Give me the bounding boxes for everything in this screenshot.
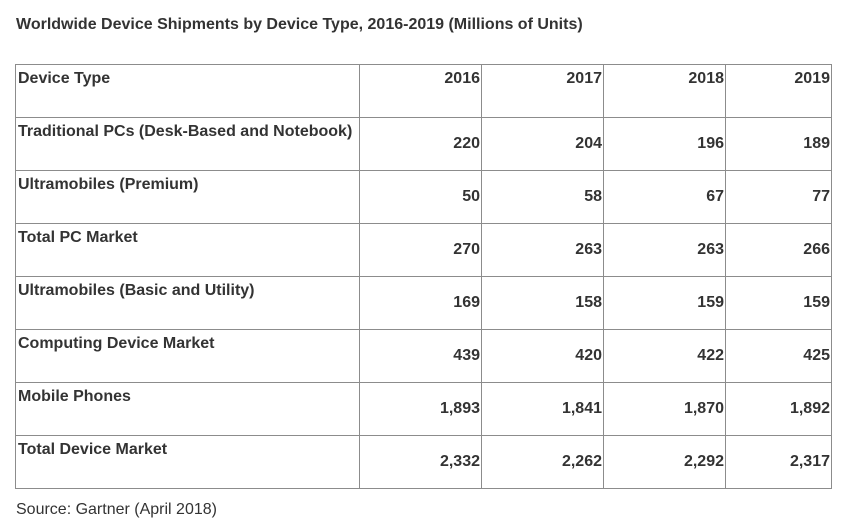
table-cell: 1,893 bbox=[359, 382, 482, 436]
table-row: Total Device Market 2,332 2,262 2,292 2,… bbox=[15, 435, 832, 489]
table-cell: 159 bbox=[603, 276, 726, 330]
table-cell: 204 bbox=[481, 117, 604, 171]
header-year: 2018 bbox=[603, 64, 726, 118]
row-label: Computing Device Market bbox=[15, 329, 360, 383]
table-cell: 169 bbox=[359, 276, 482, 330]
header-year: 2016 bbox=[359, 64, 482, 118]
row-label: Total PC Market bbox=[15, 223, 360, 277]
table-cell: 420 bbox=[481, 329, 604, 383]
table-cell: 270 bbox=[359, 223, 482, 277]
table-row: Computing Device Market 439 420 422 425 bbox=[15, 329, 832, 383]
header-year: 2017 bbox=[481, 64, 604, 118]
source-note: Source: Gartner (April 2018) bbox=[16, 501, 217, 518]
table-cell: 266 bbox=[725, 223, 832, 277]
table-cell: 263 bbox=[603, 223, 726, 277]
row-label: Ultramobiles (Basic and Utility) bbox=[15, 276, 360, 330]
table-cell: 189 bbox=[725, 117, 832, 171]
table-cell: 2,292 bbox=[603, 435, 726, 489]
table-row: Ultramobiles (Premium) 50 58 67 77 bbox=[15, 170, 832, 224]
table-header-row: Device Type 2016 2017 2018 2019 bbox=[15, 64, 832, 118]
header-device-type: Device Type bbox=[15, 64, 360, 118]
table-cell: 58 bbox=[481, 170, 604, 224]
table-cell: 2,262 bbox=[481, 435, 604, 489]
table-cell: 439 bbox=[359, 329, 482, 383]
table-cell: 2,317 bbox=[725, 435, 832, 489]
table-cell: 196 bbox=[603, 117, 726, 171]
table-cell: 1,892 bbox=[725, 382, 832, 436]
table-cell: 2,332 bbox=[359, 435, 482, 489]
table-cell: 158 bbox=[481, 276, 604, 330]
table-cell: 67 bbox=[603, 170, 726, 224]
table-title: Worldwide Device Shipments by Device Typ… bbox=[16, 16, 583, 33]
table-cell: 159 bbox=[725, 276, 832, 330]
table-cell: 422 bbox=[603, 329, 726, 383]
table-cell: 263 bbox=[481, 223, 604, 277]
shipments-table: Device Type 2016 2017 2018 2019 Traditio… bbox=[15, 64, 832, 489]
table-row: Total PC Market 270 263 263 266 bbox=[15, 223, 832, 277]
row-label: Total Device Market bbox=[15, 435, 360, 489]
header-year: 2019 bbox=[725, 64, 832, 118]
table-cell: 1,870 bbox=[603, 382, 726, 436]
table-row: Ultramobiles (Basic and Utility) 169 158… bbox=[15, 276, 832, 330]
row-label: Mobile Phones bbox=[15, 382, 360, 436]
table-cell: 220 bbox=[359, 117, 482, 171]
row-label: Traditional PCs (Desk-Based and Notebook… bbox=[15, 117, 360, 171]
table-row: Mobile Phones 1,893 1,841 1,870 1,892 bbox=[15, 382, 832, 436]
table-cell: 425 bbox=[725, 329, 832, 383]
table-cell: 77 bbox=[725, 170, 832, 224]
row-label: Ultramobiles (Premium) bbox=[15, 170, 360, 224]
table-cell: 50 bbox=[359, 170, 482, 224]
table-row: Traditional PCs (Desk-Based and Notebook… bbox=[15, 117, 832, 171]
table-cell: 1,841 bbox=[481, 382, 604, 436]
